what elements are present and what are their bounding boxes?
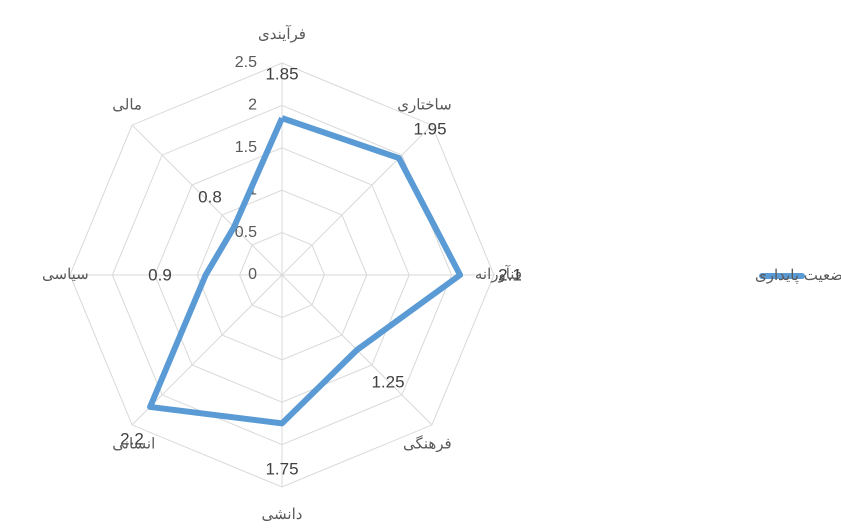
chart: 00.511.522.5فرآیندیساختاریفنآورانهفرهنگی… bbox=[0, 0, 841, 530]
r-tick-label: 2.5 bbox=[235, 54, 257, 71]
r-tick-label: 0 bbox=[248, 266, 257, 283]
category-label: سیاسی bbox=[42, 265, 89, 283]
category-label: دانشی bbox=[262, 505, 303, 523]
radar-line bbox=[150, 118, 460, 423]
data-label: 2.1 bbox=[498, 265, 522, 284]
data-label: 1.95 bbox=[413, 119, 446, 138]
legend-label: وضعیت پایداری bbox=[755, 266, 841, 284]
r-tick-label: 0.5 bbox=[235, 224, 257, 241]
data-label: 1.75 bbox=[265, 459, 298, 478]
data-label: 1.85 bbox=[265, 64, 298, 83]
data-label: 1.25 bbox=[371, 372, 404, 391]
data-label: 0.8 bbox=[198, 187, 222, 206]
r-tick-label: 1.5 bbox=[235, 139, 257, 156]
category-label: فرآیندی bbox=[258, 25, 306, 43]
r-tick-label: 2 bbox=[248, 97, 257, 114]
category-label: مالی bbox=[112, 95, 142, 113]
data-label: 2.2 bbox=[120, 429, 144, 448]
data-label: 0.9 bbox=[148, 265, 172, 284]
category-label: فرهنگی bbox=[403, 435, 452, 453]
category-label: ساختاری bbox=[397, 95, 452, 113]
